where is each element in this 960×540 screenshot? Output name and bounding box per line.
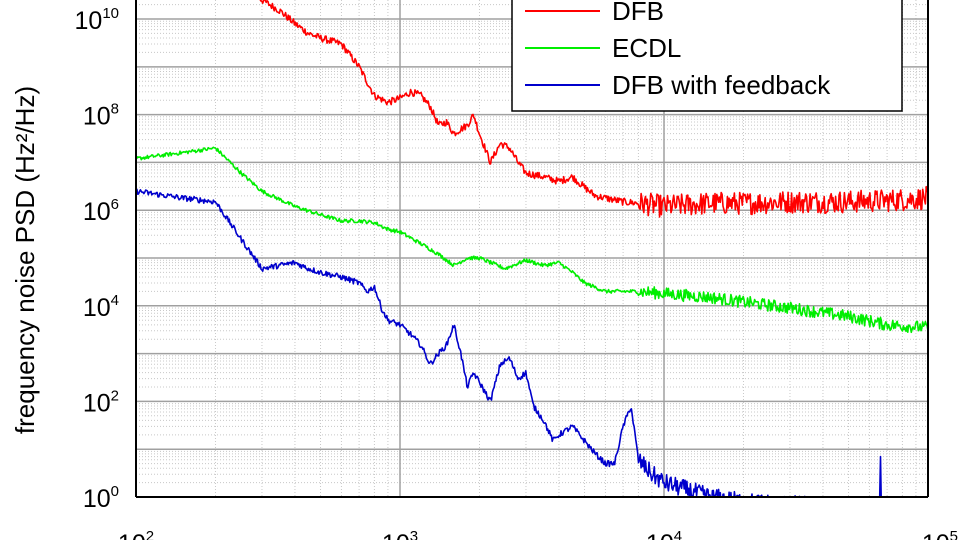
y-tick-label: 102 (83, 387, 119, 417)
series-line-ecdl (136, 146, 928, 334)
y-axis-label: frequency noise PSD (Hz²/Hz) (10, 86, 40, 434)
x-tick-label: 104 (646, 528, 682, 540)
legend: DFB ECDL DFB with feedback (511, 0, 903, 112)
legend-box (511, 0, 903, 112)
y-tick-label: 106 (83, 196, 119, 226)
x-tick-label: 102 (118, 528, 154, 540)
y-tick-label: 1010 (75, 5, 120, 35)
series-line-dfb-with-feedback (136, 188, 882, 497)
y-tick-label: 104 (83, 292, 119, 322)
y-tick-label: 100 (83, 483, 119, 513)
legend-label-dfb: DFB (612, 0, 664, 26)
y-tick-labels: 100 102 104 106 108 1010 (75, 5, 120, 513)
x-tick-label: 103 (382, 528, 418, 540)
x-tick-label: 105 (922, 528, 958, 540)
axes (135, 0, 929, 498)
legend-label-dfb-with-feedback: DFB with feedback (612, 70, 831, 100)
y-tick-label: 108 (83, 101, 119, 131)
x-tick-labels: 102 103 104 105 (118, 528, 958, 540)
series-layer (136, 0, 928, 497)
legend-label-ecdl: ECDL (612, 33, 681, 63)
series-line-dfb (259, 0, 928, 218)
